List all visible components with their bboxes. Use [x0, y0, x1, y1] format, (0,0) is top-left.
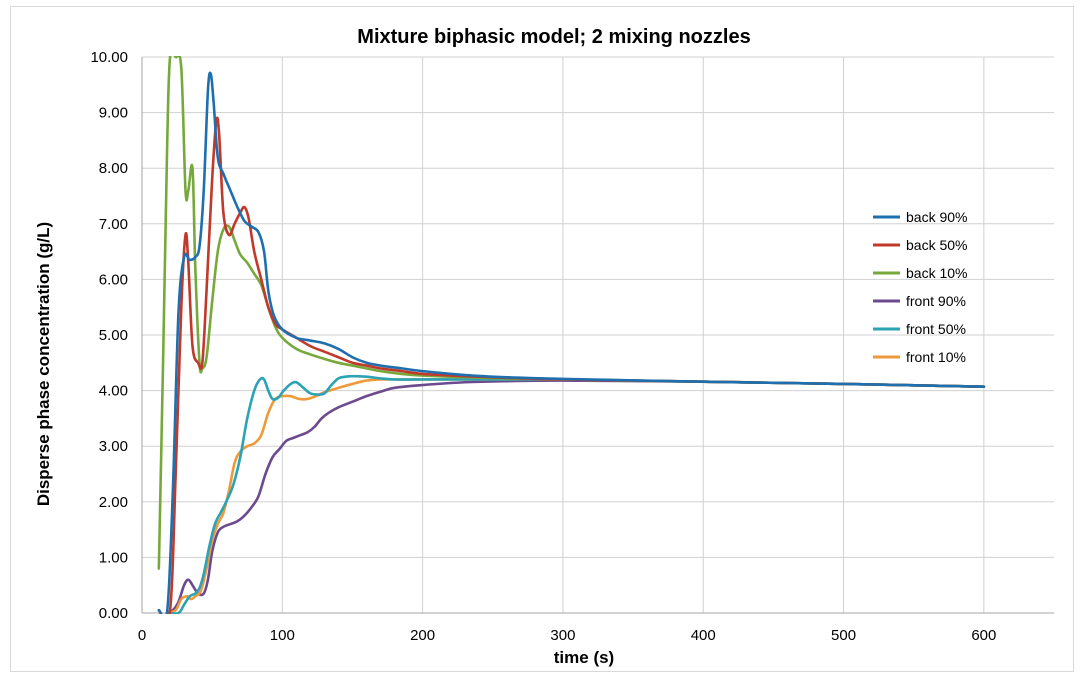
y-tick-label: 5.00	[99, 327, 128, 344]
x-axis-title: time (s)	[554, 648, 614, 667]
y-tick-label: 1.00	[99, 549, 128, 566]
series-line-back-10	[157, 56, 986, 570]
chart-svg: 0.00 1.00 2.00 3.00 4.00 5.00 6.00 7.00 8.00 9.00…	[34, 26, 1054, 667]
series-line-front-50	[165, 374, 986, 614]
chart-title: Mixture biphasic model; 2 mixing nozzles	[357, 26, 750, 48]
series-layer	[157, 56, 986, 614]
series-line-front-10	[165, 378, 986, 614]
y-tick-label: 8.00	[99, 160, 128, 177]
series-line-front-90	[165, 379, 986, 614]
x-tick-label: 200	[410, 627, 435, 644]
legend-label: back 90%	[906, 209, 967, 225]
legend-label: front 90%	[906, 293, 966, 309]
legend-label: front 50%	[906, 321, 966, 337]
legend-label: back 10%	[906, 265, 967, 281]
x-tick-label: 600	[971, 627, 996, 644]
y-tick-label: 0.00	[99, 605, 128, 622]
legend-label: back 50%	[906, 237, 967, 253]
y-tick-label: 4.00	[99, 383, 128, 400]
legend-label: front 10%	[906, 349, 966, 365]
x-tick-label: 500	[831, 627, 856, 644]
legend: back 90% back 50% back 10% front 90% front 5…	[873, 209, 967, 365]
x-tick-label: 300	[550, 627, 575, 644]
y-tick-label: 6.00	[99, 271, 128, 288]
x-tick-label: 0	[138, 627, 146, 644]
x-tick-label: 100	[270, 627, 295, 644]
plot-area	[141, 57, 1054, 614]
y-tick-label: 10.00	[90, 49, 128, 66]
y-tick-label: 3.00	[99, 438, 128, 455]
y-tick-label: 2.00	[99, 494, 128, 511]
series-line-back-90	[157, 71, 986, 614]
x-tick-label: 400	[691, 627, 716, 644]
tick-labels: 0.00 1.00 2.00 3.00 4.00 5.00 6.00 7.00 8.00 9.00…	[90, 49, 996, 644]
chart-frame: 0.00 1.00 2.00 3.00 4.00 5.00 6.00 7.00 8.00 9.00…	[10, 6, 1074, 672]
y-tick-label: 9.00	[99, 105, 128, 122]
y-axis-title: Disperse phase concentration (g/L)	[34, 222, 53, 506]
series-line-back-50	[157, 116, 986, 614]
y-tick-label: 7.00	[99, 216, 128, 233]
